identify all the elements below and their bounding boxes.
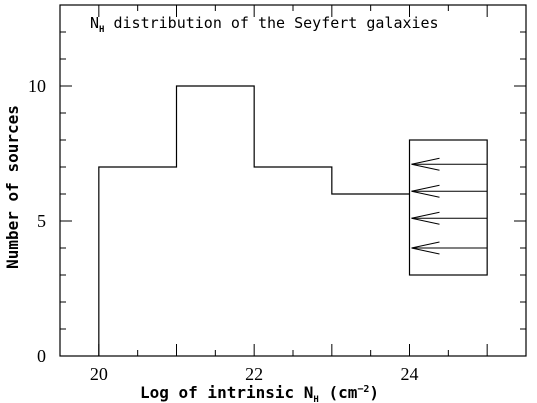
y-tick-label: 10 <box>28 76 46 96</box>
x-tick-label: 20 <box>90 364 108 384</box>
upper-limit-arrows <box>411 157 488 255</box>
plot-frame-group <box>59 4 527 357</box>
y-axis-label: Number of sources <box>3 105 22 269</box>
x-tick-label: 24 <box>401 364 419 384</box>
left-arrow <box>411 241 488 255</box>
x-axis-label: Log of intrinsic NH (cm−2) <box>140 383 379 403</box>
axis-ticks-group: 20 22 24 0 5 10 <box>28 4 527 384</box>
x-tick-label: 22 <box>245 364 263 384</box>
y-tick-label: 0 <box>37 346 46 366</box>
chart-title: NH distribution of the Seyfert galaxies <box>90 14 439 35</box>
histogram-outline <box>98 85 410 356</box>
y-tick-label: 5 <box>37 211 46 231</box>
upper-limit-box <box>408 139 488 276</box>
left-arrow <box>411 184 488 198</box>
histogram-series <box>98 85 488 356</box>
left-arrow <box>411 157 488 171</box>
left-arrow <box>411 211 488 225</box>
plot-frame <box>59 4 527 357</box>
